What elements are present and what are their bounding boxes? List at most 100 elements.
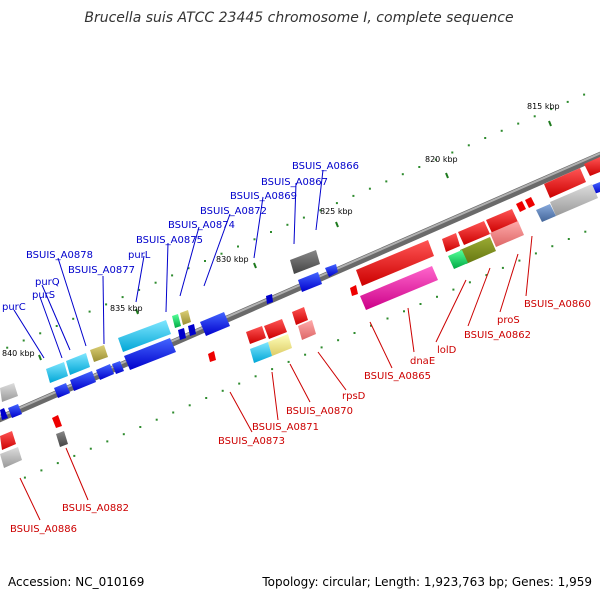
- gene-feature[interactable]: [52, 415, 62, 428]
- gc-dot: [55, 325, 58, 327]
- gene-feature[interactable]: [264, 319, 287, 339]
- gene-label-BSUIS_A0862[interactable]: BSUIS_A0862: [464, 330, 531, 341]
- gc-dot: [205, 397, 208, 399]
- gc-dot: [319, 209, 322, 212]
- gene-feature[interactable]: [298, 272, 322, 292]
- gene-label-BSUIS_A0878[interactable]: BSUIS_A0878: [26, 250, 93, 261]
- gene-label-BSUIS_A0870[interactable]: BSUIS_A0870: [286, 406, 353, 417]
- gene-feature[interactable]: [172, 314, 181, 328]
- gene-feature[interactable]: [448, 250, 468, 269]
- gene-label-BSUIS_A0860[interactable]: BSUIS_A0860: [524, 299, 591, 310]
- gene-label-proS[interactable]: proS: [497, 315, 520, 326]
- gene-feature[interactable]: [486, 209, 518, 233]
- gene-feature[interactable]: [544, 168, 586, 198]
- gene-label-BSUIS_A0875[interactable]: BSUIS_A0875: [136, 235, 203, 246]
- map-title: Brucella suis ATCC 23445 chromosome I, c…: [84, 10, 513, 26]
- gene-feature[interactable]: [200, 312, 230, 336]
- gene-feature[interactable]: [124, 338, 176, 370]
- gene-label-dnaE[interactable]: dnaE: [410, 356, 435, 367]
- gene-feature[interactable]: [460, 237, 496, 264]
- gene-label-rpsD[interactable]: rpsD: [342, 391, 366, 402]
- gene-feature[interactable]: [112, 361, 124, 374]
- gene-feature[interactable]: [0, 447, 22, 468]
- gene-label-BSUIS_A0871[interactable]: BSUIS_A0871: [252, 422, 319, 433]
- gene-feature[interactable]: [536, 204, 556, 222]
- gc-dot: [436, 295, 438, 298]
- forward-strand-label-text: BSUIS_A0860 proS BSUIS_A0862 lolD dnaE B…: [10, 299, 591, 535]
- gc-dot: [551, 245, 554, 248]
- reverse-strand-label-text: BSUIS_A0866 BSUIS_A0867 BSUIS_A0869 BSUI…: [2, 161, 359, 313]
- gene-feature[interactable]: [325, 264, 338, 277]
- gc-dot: [122, 433, 125, 436]
- gene-feature[interactable]: [490, 221, 524, 247]
- gene-feature[interactable]: [56, 431, 68, 447]
- gene-label-BSUIS_A0865[interactable]: BSUIS_A0865: [364, 371, 431, 382]
- gene-feature[interactable]: [266, 294, 273, 304]
- gc-dot: [6, 346, 9, 349]
- gene-label-BSUIS_A0873[interactable]: BSUIS_A0873: [218, 436, 285, 447]
- gc-dot: [353, 332, 356, 334]
- gene-feature[interactable]: [298, 320, 316, 340]
- gc-dot: [583, 93, 586, 96]
- gene-feature[interactable]: [118, 320, 171, 352]
- gc-dot: [271, 368, 274, 371]
- forward-strand-labels: [19, 235, 533, 521]
- gene-feature[interactable]: [8, 404, 22, 418]
- gene-feature[interactable]: [292, 307, 308, 325]
- gene-feature[interactable]: [516, 201, 526, 212]
- gene-feature[interactable]: [525, 197, 535, 208]
- gene-feature[interactable]: [458, 221, 490, 245]
- gene-feature[interactable]: [290, 250, 320, 274]
- gene-feature[interactable]: [268, 334, 292, 356]
- gene-feature[interactable]: [178, 328, 186, 340]
- gc-dot: [534, 252, 537, 255]
- gc-dot: [188, 404, 191, 407]
- gc-dot: [518, 259, 521, 262]
- tick-label-825: 825 kbp: [320, 207, 353, 216]
- gene-feature[interactable]: [0, 383, 18, 402]
- gene-feature[interactable]: [442, 233, 460, 252]
- tick-marks: [38, 120, 552, 361]
- gc-dot: [566, 100, 569, 103]
- gc-dot: [370, 324, 372, 327]
- gene-label-lolD[interactable]: lolD: [437, 345, 457, 356]
- gene-feature[interactable]: [0, 431, 16, 450]
- gene-feature[interactable]: [356, 240, 434, 286]
- gene-label-BSUIS_A0882[interactable]: BSUIS_A0882: [62, 503, 129, 514]
- gene-feature[interactable]: [188, 324, 196, 336]
- gene-label-BSUIS_A0866[interactable]: BSUIS_A0866: [292, 161, 359, 172]
- gene-label-purC[interactable]: purC: [2, 302, 26, 313]
- gene-label-purS[interactable]: purS: [32, 290, 55, 301]
- gene-label-purQ[interactable]: purQ: [35, 277, 60, 288]
- gc-dot: [253, 238, 256, 241]
- gc-dot: [89, 447, 92, 450]
- gene-feature[interactable]: [180, 310, 191, 325]
- gc-dot: [40, 469, 43, 472]
- gc-dot: [221, 389, 224, 392]
- gene-feature[interactable]: [90, 345, 108, 362]
- gene-label-BSUIS_A0869[interactable]: BSUIS_A0869: [230, 191, 297, 202]
- gene-feature[interactable]: [66, 353, 90, 375]
- gene-feature[interactable]: [350, 285, 358, 296]
- gene-feature[interactable]: [360, 266, 438, 310]
- gene-feature[interactable]: [208, 351, 216, 362]
- gene-feature[interactable]: [54, 383, 70, 398]
- gene-feature[interactable]: [96, 364, 114, 380]
- gc-dot: [172, 411, 175, 414]
- gene-feature[interactable]: [250, 342, 272, 363]
- gc-dot: [385, 180, 388, 183]
- gene-label-BSUIS_A0877[interactable]: BSUIS_A0877: [68, 265, 135, 276]
- gene-feature[interactable]: [584, 157, 600, 176]
- gene-feature[interactable]: [246, 326, 266, 344]
- gene-feature[interactable]: [550, 184, 598, 216]
- gene-label-BSUIS_A0874[interactable]: BSUIS_A0874: [168, 220, 235, 231]
- gene-label-purL[interactable]: purL: [128, 250, 151, 261]
- gene-label-BSUIS_A0872[interactable]: BSUIS_A0872: [200, 206, 267, 217]
- gene-feature[interactable]: [0, 408, 8, 420]
- gene-feature[interactable]: [70, 371, 96, 391]
- gc-dot: [337, 339, 340, 342]
- gene-label-BSUIS_A0886[interactable]: BSUIS_A0886: [10, 524, 77, 535]
- gene-feature[interactable]: [46, 362, 68, 383]
- gene-label-BSUIS_A0867[interactable]: BSUIS_A0867: [261, 177, 328, 188]
